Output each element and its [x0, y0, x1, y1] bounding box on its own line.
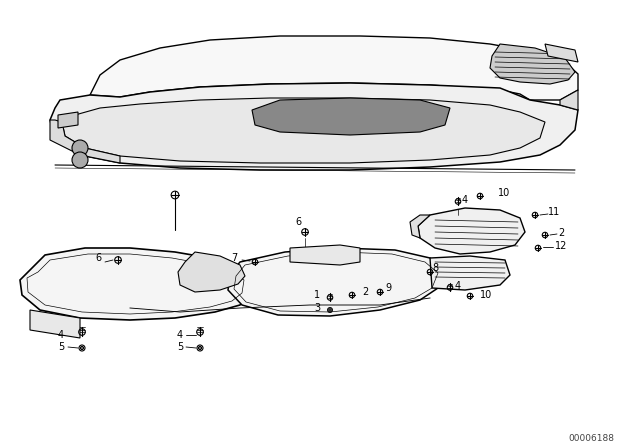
Text: 2: 2: [362, 287, 368, 297]
Circle shape: [72, 152, 88, 168]
Polygon shape: [290, 245, 360, 265]
Polygon shape: [50, 120, 120, 163]
Text: 4: 4: [177, 330, 183, 340]
Text: 10: 10: [498, 188, 510, 198]
Text: 7: 7: [231, 253, 237, 263]
Text: 1: 1: [314, 290, 320, 300]
Circle shape: [81, 346, 83, 349]
Text: 10: 10: [480, 290, 492, 300]
Text: 00006188: 00006188: [568, 434, 614, 443]
Polygon shape: [490, 44, 575, 84]
Polygon shape: [90, 36, 578, 100]
Polygon shape: [560, 90, 578, 110]
Circle shape: [72, 140, 88, 156]
Polygon shape: [410, 215, 430, 238]
Polygon shape: [252, 98, 450, 135]
Text: 2: 2: [558, 228, 564, 238]
Text: 9: 9: [385, 283, 391, 293]
Text: 5: 5: [58, 342, 64, 352]
Text: 4: 4: [58, 330, 64, 340]
Polygon shape: [50, 83, 578, 170]
Text: 11: 11: [548, 207, 560, 217]
Text: 8: 8: [432, 263, 438, 273]
Polygon shape: [418, 208, 525, 254]
Text: 3: 3: [314, 303, 320, 313]
Polygon shape: [58, 112, 78, 128]
Polygon shape: [20, 248, 255, 320]
Polygon shape: [178, 252, 245, 292]
Polygon shape: [228, 248, 445, 316]
Polygon shape: [30, 310, 80, 338]
Circle shape: [198, 346, 202, 349]
Polygon shape: [430, 256, 510, 290]
Polygon shape: [545, 44, 578, 62]
Text: 12: 12: [555, 241, 568, 251]
Text: 4: 4: [462, 195, 468, 205]
Circle shape: [329, 309, 332, 311]
Text: 6: 6: [295, 217, 301, 227]
Text: 4: 4: [455, 281, 461, 291]
Text: 6: 6: [96, 253, 102, 263]
Polygon shape: [62, 98, 545, 163]
Text: 5: 5: [177, 342, 183, 352]
